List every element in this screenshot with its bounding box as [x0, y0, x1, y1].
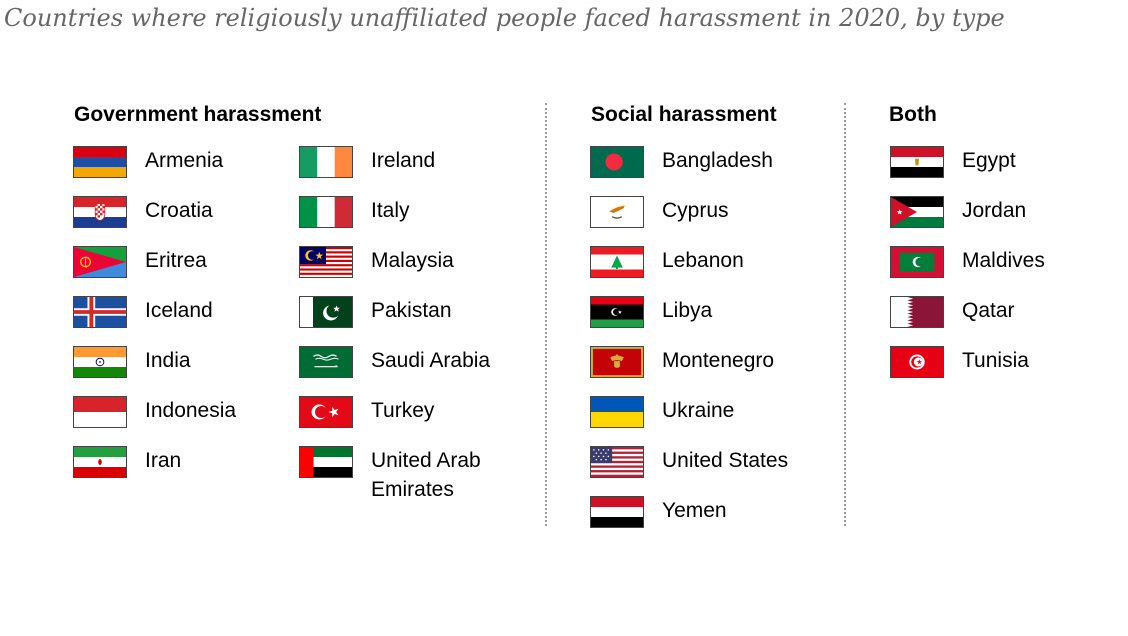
jordan-flag-icon: [890, 196, 944, 228]
government-list-col1: Armenia Croatia Eritrea Iceland: [73, 146, 236, 496]
country-name: Pakistan: [371, 299, 452, 322]
pakistan-flag-icon: [299, 296, 353, 328]
country-name: Qatar: [962, 299, 1015, 322]
chart-title: Countries where religiously unaffiliated…: [4, 4, 1005, 32]
list-item: Montenegro: [590, 346, 788, 396]
list-item: Maldives: [890, 246, 1045, 296]
country-name: United States: [662, 449, 789, 472]
united-states-flag-icon: [590, 446, 644, 478]
italy-flag-icon: [299, 196, 353, 228]
croatia-flag-icon: [73, 196, 127, 228]
government-harassment-heading: Government harassment: [74, 103, 322, 126]
social-list: Bangladesh Cyprus Lebanon Libya Mont: [590, 146, 788, 546]
country-name: Tunisia: [962, 349, 1029, 372]
country-name: Malaysia: [371, 249, 454, 272]
country-name: India: [145, 349, 191, 372]
libya-flag-icon: [590, 296, 644, 328]
armenia-flag-icon: [73, 146, 127, 178]
list-item: Saudi Arabia: [299, 346, 531, 396]
country-name: Jordan: [962, 199, 1027, 222]
country-name: Croatia: [145, 199, 213, 222]
qatar-flag-icon: [890, 296, 944, 328]
malaysia-flag-icon: [299, 246, 353, 278]
country-name: Lebanon: [662, 249, 744, 272]
country-name: United Arab Emirates: [371, 449, 481, 501]
country-name: Montenegro: [662, 349, 775, 372]
country-name: Saudi Arabia: [371, 349, 491, 372]
list-item: United States: [590, 446, 788, 496]
column-divider: [844, 103, 846, 526]
ukraine-flag-icon: [590, 396, 644, 428]
country-name: Italy: [371, 199, 410, 222]
list-item: Malaysia: [299, 246, 531, 296]
country-name: Ukraine: [662, 399, 735, 422]
country-name: Bangladesh: [662, 149, 773, 172]
country-name: Yemen: [662, 499, 727, 522]
country-name: Ireland: [371, 149, 436, 172]
country-name: Indonesia: [145, 399, 237, 422]
country-name: Maldives: [962, 249, 1045, 272]
list-item: Tunisia: [890, 346, 1045, 396]
list-item: Egypt: [890, 146, 1045, 196]
list-item: Italy: [299, 196, 531, 246]
bangladesh-flag-icon: [590, 146, 644, 178]
list-item: Yemen: [590, 496, 788, 546]
government-list-col2: Ireland Italy Malaysia Pakistan: [299, 146, 531, 501]
ireland-flag-icon: [299, 146, 353, 178]
tunisia-flag-icon: [890, 346, 944, 378]
montenegro-flag-icon: [590, 346, 644, 378]
both-list: Egypt Jordan Maldives Qatar Tunisia: [890, 146, 1045, 396]
social-harassment-heading: Social harassment: [591, 103, 777, 126]
list-item: Qatar: [890, 296, 1045, 346]
iran-flag-icon: [73, 446, 127, 478]
list-item: Ukraine: [590, 396, 788, 446]
list-item: Libya: [590, 296, 788, 346]
list-item: Ireland: [299, 146, 531, 196]
yemen-flag-icon: [590, 496, 644, 528]
list-item: Armenia: [73, 146, 236, 196]
indonesia-flag-icon: [73, 396, 127, 428]
india-flag-icon: [73, 346, 127, 378]
country-name: Eritrea: [145, 249, 207, 272]
uae-flag-icon: [299, 446, 353, 478]
list-item: India: [73, 346, 236, 396]
iceland-flag-icon: [73, 296, 127, 328]
country-name: Libya: [662, 299, 713, 322]
list-item: Jordan: [890, 196, 1045, 246]
cyprus-flag-icon: [590, 196, 644, 228]
maldives-flag-icon: [890, 246, 944, 278]
list-item: Croatia: [73, 196, 236, 246]
country-name: Egypt: [962, 149, 1016, 172]
list-item: Indonesia: [73, 396, 236, 446]
column-divider: [545, 103, 547, 526]
list-item: Turkey: [299, 396, 531, 446]
turkey-flag-icon: [299, 396, 353, 428]
lebanon-flag-icon: [590, 246, 644, 278]
list-item: Iran: [73, 446, 236, 496]
list-item: Pakistan: [299, 296, 531, 346]
country-name: Cyprus: [662, 199, 729, 222]
list-item: Cyprus: [590, 196, 788, 246]
country-name: Armenia: [145, 149, 224, 172]
list-item: Lebanon: [590, 246, 788, 296]
country-name: Iran: [145, 449, 182, 472]
eritrea-flag-icon: [73, 246, 127, 278]
saudi-arabia-flag-icon: [299, 346, 353, 378]
list-item: United Arab Emirates: [299, 446, 531, 501]
both-heading: Both: [889, 103, 937, 126]
list-item: Bangladesh: [590, 146, 788, 196]
country-name: Iceland: [145, 299, 213, 322]
list-item: Eritrea: [73, 246, 236, 296]
list-item: Iceland: [73, 296, 236, 346]
country-name: Turkey: [371, 399, 435, 422]
egypt-flag-icon: [890, 146, 944, 178]
